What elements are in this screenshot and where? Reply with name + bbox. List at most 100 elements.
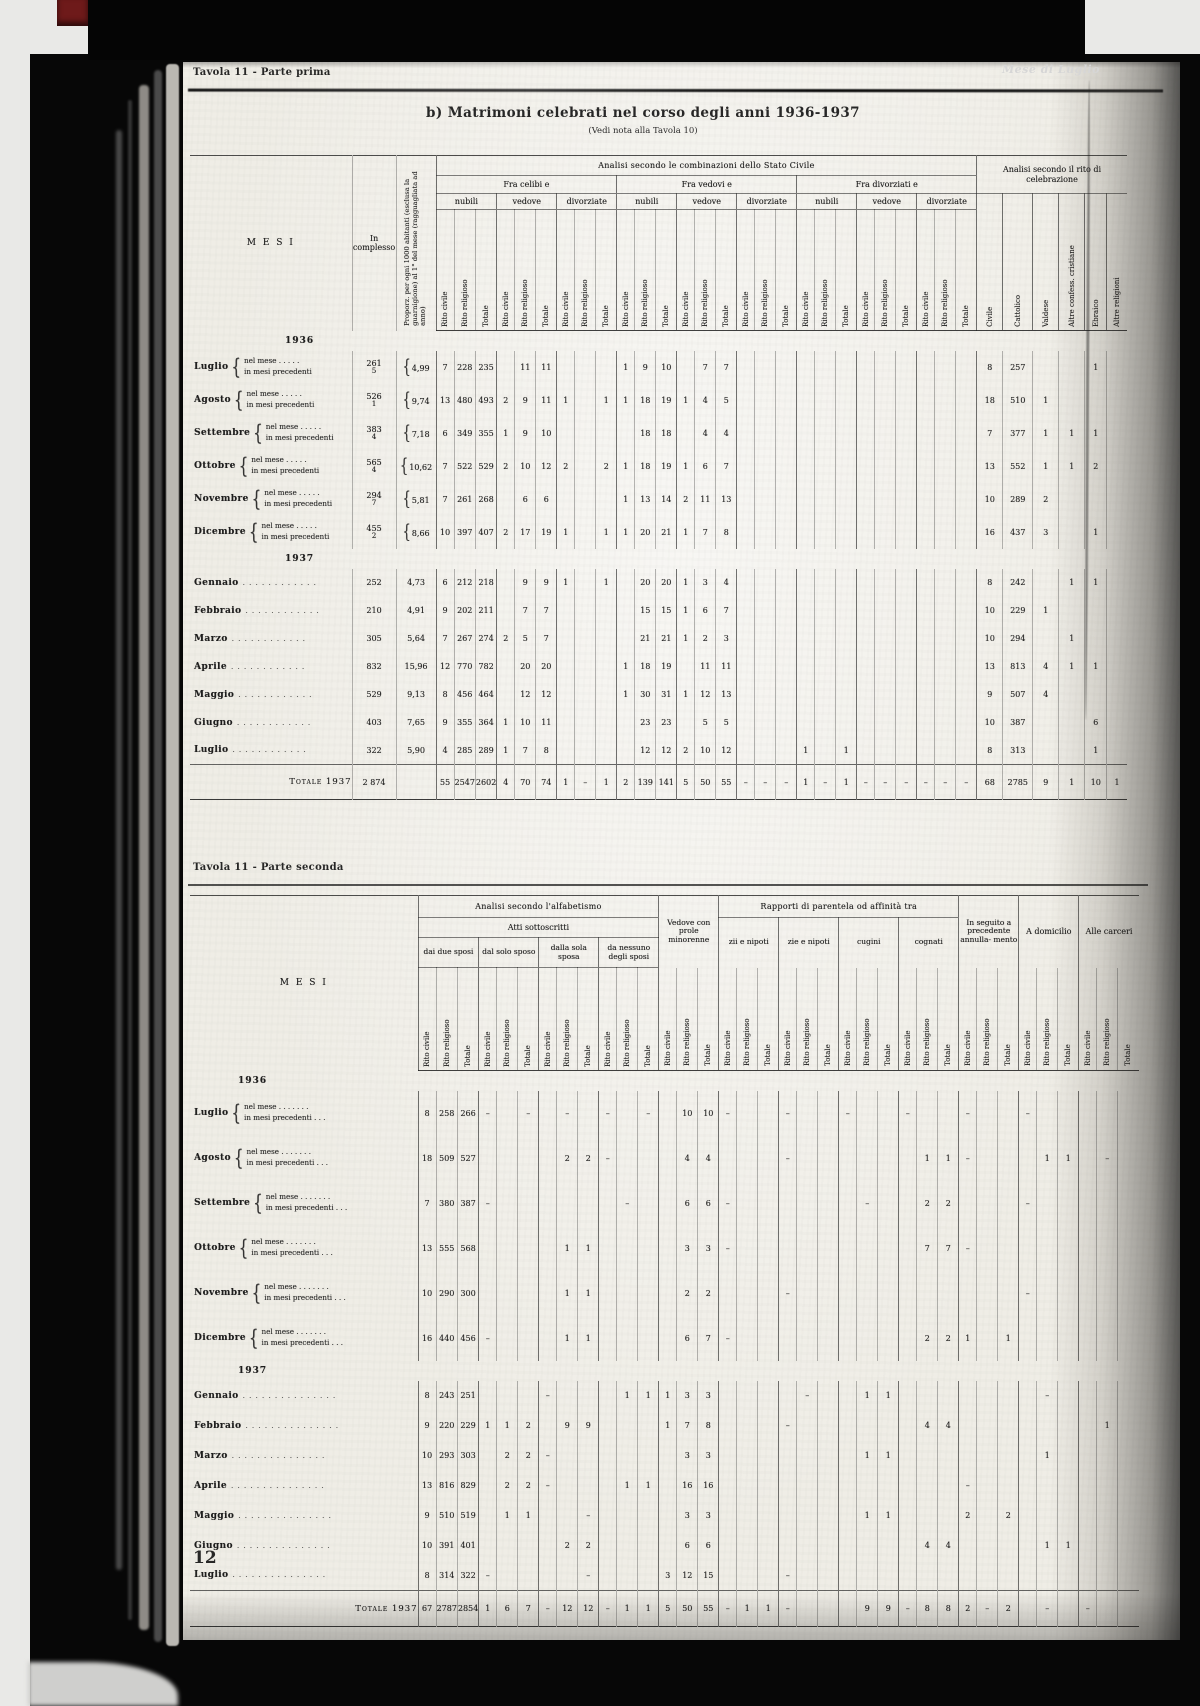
t1-col-in-complesso: In complesso: [351, 155, 396, 331]
t2-rito-col: Rito civile: [778, 967, 797, 1071]
t2-value-cell: [658, 1090, 677, 1136]
t2-totale-value-cell: 1: [637, 1590, 659, 1627]
t1-value-cell: [916, 596, 935, 625]
t1-subgroup-label: divorziate: [736, 193, 797, 210]
t2-totale-value-cell: [1018, 1590, 1037, 1627]
month-cell: Giugno. . . . . . . . . . . . . . .: [190, 1531, 418, 1561]
leader-dots: . . . . . . . . . . . .: [232, 746, 307, 755]
month-label: Settembre: [194, 428, 251, 438]
t2-totale-value-cell: 55: [697, 1590, 719, 1627]
t1-rito-value-cell: 18: [976, 383, 1003, 417]
t2-value-cell: 2: [517, 1440, 539, 1471]
table-part1: M E S I In complesso Proporz. per ogni 1000…: [190, 155, 1127, 800]
t1-rito-value-cell: [1106, 416, 1127, 450]
t2-rito-col: Rito religioso: [856, 967, 878, 1071]
red-bookmark-tab: [57, 0, 88, 26]
month-cell: Agosto{nel mese . . . . . in mesi precede…: [190, 384, 352, 417]
month-wrap: Febbraio. . . . . . . . . . . .: [190, 606, 352, 616]
t2-row-1937: Maggio. . . . . . . . . . . . . . . 9 510 5…: [190, 1500, 1139, 1531]
month-sublabels: nel mese . . . . . . . in mesi precedenti…: [246, 1147, 417, 1169]
t2-value-cell: 1: [1036, 1440, 1058, 1471]
t1-rito-value-cell: [1032, 736, 1059, 765]
t1-value-cell: [754, 416, 776, 450]
t1-value-cell: 9: [634, 350, 656, 384]
t1-value-cell: [754, 596, 776, 625]
t1-value-cell: 23: [655, 708, 677, 737]
t1-head-row1: M E S I In complesso Proporz. per ogni 1000…: [190, 155, 1127, 331]
t2-value-cell: –: [538, 1380, 557, 1411]
t1-in-complesso-mese: 294: [366, 491, 382, 500]
t2-totale-value-cell: [1117, 1590, 1139, 1627]
t2-rito-col-text: Rito religioso: [863, 1018, 872, 1067]
month-label: Dicembre: [194, 527, 246, 537]
t1-in-complesso-mese: 261: [366, 359, 382, 368]
t2-value-cell: –: [1018, 1180, 1037, 1226]
t2-value-cell: [658, 1530, 677, 1561]
t1-value-cell: 6: [514, 482, 536, 516]
t1-value-cell: 480: [453, 383, 476, 417]
t2-rito-col-text: Totale: [464, 1044, 473, 1067]
t1-rito-col-text: Rito civile: [741, 291, 750, 327]
t2-value-cell: [658, 1135, 677, 1181]
t1-value-cell: [916, 515, 935, 549]
t2-value-cell: [976, 1135, 998, 1181]
t1-rito-value-cell: 4: [1032, 652, 1059, 681]
t2-value-cell: 509: [435, 1135, 458, 1181]
t2-value-cell: –: [958, 1090, 977, 1136]
t1-value-cell: [496, 482, 515, 516]
t1-rito-value-cell: 13: [976, 652, 1003, 681]
t1-head-row4: Rito civile Rito religioso Totale Rito civi…: [190, 209, 1127, 331]
t1-value-cell: 1: [496, 736, 515, 765]
t1-value-cell: 7: [435, 624, 454, 653]
t1-value-cell: [955, 449, 977, 483]
brace-glyph: {: [402, 422, 411, 444]
t1-value-cell: [775, 652, 797, 681]
t2-rito-col: Rito religioso: [916, 967, 938, 1071]
t2-value-cell: 10: [697, 1090, 719, 1136]
t1-value-cell: 15: [655, 596, 677, 625]
t2-value-cell: [757, 1500, 779, 1531]
t1-value-cell: [496, 350, 515, 384]
month-cell: Luglio. . . . . . . . . . . . . . .: [190, 1561, 418, 1591]
t2-rito-col: Rito religioso: [616, 967, 638, 1071]
t1-rito-value-cell: [1032, 708, 1059, 737]
t1-totale-value-cell: 1: [595, 764, 617, 800]
t2-value-cell: [877, 1225, 899, 1271]
t2-value-cell: [778, 1470, 797, 1501]
t1-value-cell: [574, 708, 596, 737]
t2-value-cell: [817, 1225, 839, 1271]
t2-value-cell: [1078, 1090, 1097, 1136]
t2-value-cell: [577, 1090, 599, 1136]
t1-value-cell: 10: [694, 736, 716, 765]
month-label: Gennaio: [194, 577, 239, 588]
t2-value-cell: [658, 1315, 677, 1361]
t2-value-cell: –: [598, 1135, 617, 1181]
brace-glyph: {: [231, 354, 241, 380]
t2-rito-col: Rito religioso: [435, 967, 458, 1071]
t1-value-cell: 1: [676, 568, 695, 597]
t2-rito-col-text: Rito civile: [483, 1031, 492, 1067]
t2-totale-value-cell: [838, 1590, 857, 1627]
t2-value-cell: [796, 1315, 818, 1361]
year-label: 1937: [285, 553, 315, 564]
t2-value-cell: 10: [417, 1530, 436, 1561]
t1-value-cell: 1: [676, 515, 695, 549]
t1-totale-value-cell: –: [814, 764, 836, 800]
t2-value-cell: [556, 1180, 578, 1226]
t2-value-cell: [736, 1380, 758, 1411]
t2-totale-value-cell: –: [718, 1590, 737, 1627]
t2-value-cell: [778, 1225, 797, 1271]
t2-value-cell: [976, 1090, 998, 1136]
t2-value-cell: 251: [456, 1380, 479, 1411]
month-label: Luglio: [194, 745, 229, 756]
t2-value-cell: [718, 1410, 737, 1441]
t1-value-cell: [835, 350, 857, 384]
t2-value-cell: [637, 1530, 659, 1561]
t1-totale-value-cell: –: [574, 764, 596, 800]
t2-value-cell: [838, 1225, 857, 1271]
month-cell: Luglio{nel mese . . . . . in mesi precede…: [190, 351, 352, 384]
t2-value-cell: 13: [417, 1470, 436, 1501]
month-wrap: Luglio{nel mese . . . . . in mesi precede…: [190, 354, 352, 380]
t2-value-cell: [637, 1135, 659, 1181]
t1-value-cell: [895, 680, 917, 709]
